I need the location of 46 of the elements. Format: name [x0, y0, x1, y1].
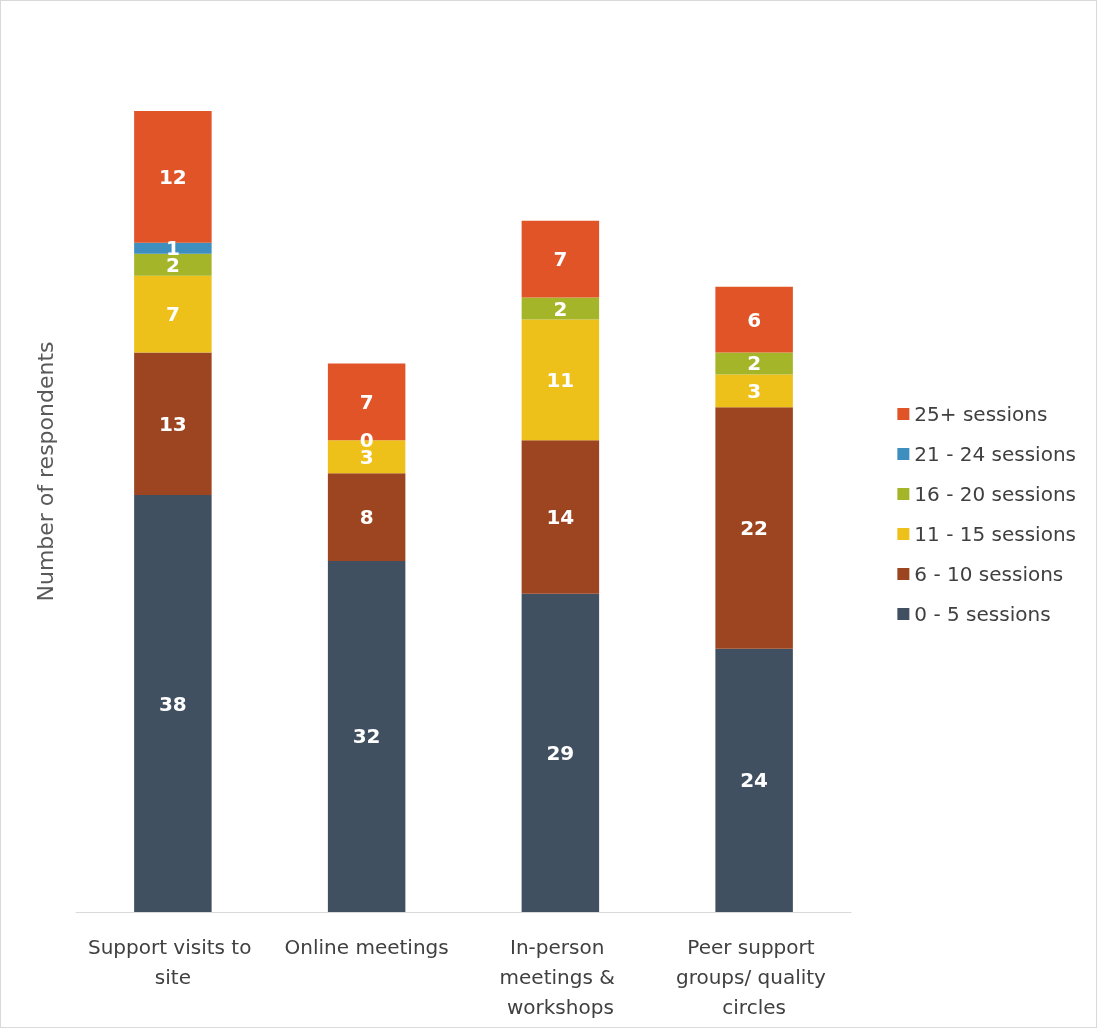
legend-label: 21 - 24 sessions — [914, 442, 1076, 466]
data-label: 14 — [546, 505, 575, 530]
data-label: 29 — [546, 740, 575, 765]
data-label: 32 — [352, 724, 381, 749]
data-label: 7 — [165, 302, 180, 327]
x-tick-label: Support visits to site — [87, 935, 258, 989]
x-tick-label: Peer support groups/ quality circles — [675, 935, 833, 1019]
data-label: 8 — [359, 505, 374, 530]
bar — [521, 319, 600, 441]
data-label: 24 — [740, 768, 769, 793]
bar — [134, 495, 212, 912]
data-label: 2 — [747, 351, 762, 376]
legend-label: 16 - 20 sessions — [914, 482, 1076, 506]
bar — [134, 352, 212, 496]
data-label: 7 — [359, 389, 374, 414]
bar — [134, 242, 212, 254]
data-label: 12 — [158, 164, 187, 189]
legend-label: 0 - 5 sessions — [914, 602, 1051, 626]
legend-label: 11 - 15 sessions — [914, 522, 1076, 546]
data-label: 6 — [747, 307, 762, 332]
bar — [134, 275, 212, 353]
bar — [521, 220, 600, 298]
data-label: 38 — [158, 691, 187, 716]
x-tick-label: Online meetings — [284, 935, 449, 959]
data-label: 2 — [553, 296, 568, 321]
bar — [134, 111, 212, 243]
bar — [327, 473, 406, 561]
data-label: 13 — [158, 411, 187, 436]
bar — [715, 407, 793, 649]
bar — [715, 352, 793, 375]
y-axis-title: Number of respondents — [32, 341, 58, 602]
bar — [327, 560, 406, 912]
bar — [715, 286, 793, 353]
data-label: 3 — [747, 378, 762, 403]
bar — [521, 593, 600, 912]
legend-label: 25+ sessions — [914, 402, 1048, 426]
bar — [521, 440, 600, 594]
data-label: 22 — [740, 516, 769, 540]
bar — [715, 374, 793, 408]
legend-label: 6 - 10 sessions — [914, 562, 1064, 586]
bar — [521, 297, 600, 320]
bar — [134, 253, 212, 276]
bar — [715, 648, 793, 912]
data-label: 11 — [546, 367, 575, 392]
x-tick-label: In-person meetings & workshops — [499, 935, 622, 1019]
data-label: 7 — [553, 247, 568, 272]
